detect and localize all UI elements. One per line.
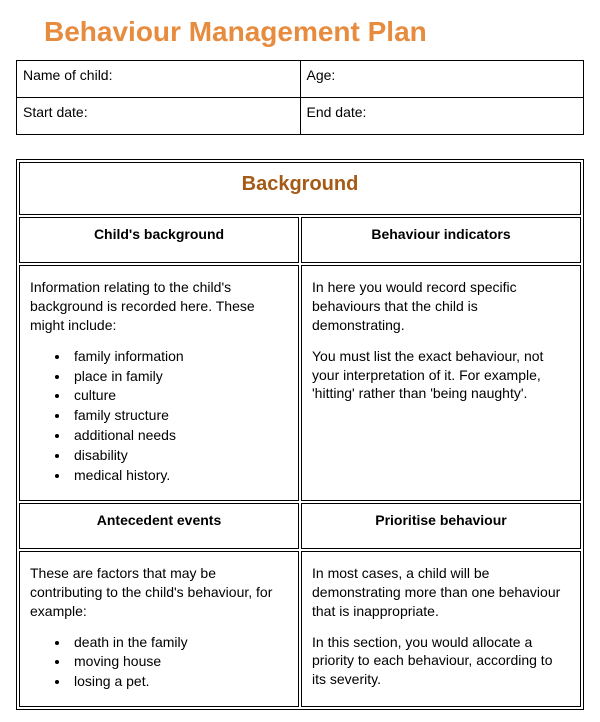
background-heading: Background: [242, 173, 359, 195]
childs-background-header: Child's background: [19, 217, 299, 263]
childs-background-bullets: family information place in family cultu…: [30, 347, 288, 485]
antecedent-events-header: Antecedent events: [19, 503, 299, 549]
list-item: death in the family: [70, 633, 288, 652]
end-date-cell: End date:: [300, 98, 584, 135]
prioritise-behaviour-p1: In most cases, a child will be demonstra…: [312, 564, 570, 621]
prioritise-behaviour-body: In most cases, a child will be demonstra…: [301, 551, 581, 707]
age-cell: Age:: [300, 61, 584, 98]
list-item: family structure: [70, 406, 288, 425]
list-item: medical history.: [70, 466, 288, 485]
behaviour-indicators-p2: You must list the exact behaviour, not y…: [312, 347, 570, 404]
list-item: family information: [70, 347, 288, 366]
list-item: moving house: [70, 652, 288, 671]
list-item: additional needs: [70, 426, 288, 445]
antecedent-events-intro: These are factors that may be contributi…: [30, 564, 288, 621]
background-heading-cell: Background: [19, 162, 581, 215]
behaviour-indicators-header: Behaviour indicators: [301, 217, 581, 263]
list-item: disability: [70, 446, 288, 465]
childs-background-body: Information relating to the child's back…: [19, 265, 299, 501]
info-table: Name of child: Age: Start date: End date…: [16, 60, 584, 135]
prioritise-behaviour-header: Prioritise behaviour: [301, 503, 581, 549]
list-item: culture: [70, 386, 288, 405]
background-table: Background Child's background Behaviour …: [16, 159, 584, 710]
list-item: place in family: [70, 367, 288, 386]
behaviour-indicators-p1: In here you would record specific behavi…: [312, 278, 570, 335]
list-item: losing a pet.: [70, 672, 288, 691]
start-date-cell: Start date:: [17, 98, 301, 135]
name-of-child-cell: Name of child:: [17, 61, 301, 98]
antecedent-events-body: These are factors that may be contributi…: [19, 551, 299, 707]
behaviour-indicators-body: In here you would record specific behavi…: [301, 265, 581, 501]
antecedent-events-bullets: death in the family moving house losing …: [30, 633, 288, 692]
childs-background-intro: Information relating to the child's back…: [30, 278, 288, 335]
page-title: Behaviour Management Plan: [44, 16, 584, 48]
prioritise-behaviour-p2: In this section, you would allocate a pr…: [312, 633, 570, 690]
